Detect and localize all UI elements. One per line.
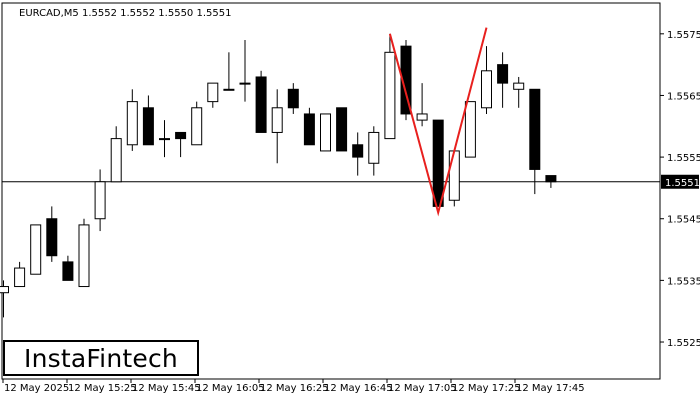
x-tick-label: 12 May 2025 [4, 383, 69, 394]
bear-candle-body [255, 76, 267, 133]
candle [94, 169, 106, 232]
y-tick-label: 1.5575 [667, 30, 700, 41]
bull-candle-body [159, 138, 170, 141]
x-tick-label: 12 May 17:05 [388, 383, 457, 394]
bear-candle-body [352, 144, 364, 158]
candle [271, 89, 283, 164]
plot-frame [1, 2, 661, 380]
bear-candle-body [545, 175, 557, 183]
candle [384, 33, 396, 140]
candle [481, 46, 492, 114]
candle [545, 175, 557, 188]
bear-candle-body [46, 218, 58, 257]
x-tick-label: 12 May 16:45 [324, 383, 393, 394]
bull-candle-body [513, 82, 525, 90]
y-tick-label: 1.5565 [667, 91, 700, 102]
x-tick-label: 12 May 15:45 [132, 383, 201, 394]
bull-candle-body [384, 51, 396, 140]
bull-candle-body [448, 150, 460, 201]
candle [400, 39, 412, 121]
y-tick-label: 1.5555 [667, 153, 700, 164]
chart-header: EURCAD,M5 1.5552 1.5552 1.5550 1.5551 [19, 8, 231, 19]
instafintech-logo: InstaFintech [3, 340, 199, 376]
candle [352, 132, 364, 176]
bull-candle-body [416, 113, 428, 121]
candle [336, 107, 348, 152]
bull-candle-body [320, 113, 331, 152]
double-bottom-pattern-line [388, 27, 488, 217]
candle [0, 280, 9, 318]
bear-candle-body [400, 45, 412, 115]
bull-candle-body [78, 224, 90, 288]
bull-candle-body [30, 224, 42, 275]
bear-candle-body [303, 113, 315, 146]
candle [416, 83, 428, 127]
candle [62, 255, 74, 281]
bear-candle-body [336, 107, 348, 152]
candle [432, 119, 444, 207]
bull-candle-body [481, 70, 492, 109]
x-tick-label: 12 May 16:25 [260, 383, 329, 394]
bull-candle-body [368, 131, 380, 164]
x-tick-label: 12 May 16:05 [196, 383, 265, 394]
bear-candle-body [529, 88, 541, 170]
bull-candle-body [110, 138, 122, 183]
candle [497, 52, 509, 108]
logo-text: InstaFintech [24, 343, 178, 373]
bear-candle-body [142, 107, 154, 146]
candle [159, 120, 170, 158]
candle [110, 126, 122, 183]
y-tick-label: 1.5535 [667, 276, 700, 287]
candle [175, 131, 187, 158]
current-price-badge [661, 174, 699, 189]
y-tick-label: 1.5545 [667, 215, 700, 226]
candle [448, 150, 460, 207]
candle [464, 101, 476, 158]
candle [46, 206, 58, 262]
bull-candle-body [0, 286, 9, 294]
candle [320, 113, 331, 152]
bull-candle-body [223, 88, 235, 91]
candle [529, 88, 541, 195]
y-tick-label: 1.5525 [667, 338, 700, 349]
bull-candle-body [271, 107, 283, 133]
bear-candle-body [62, 261, 74, 281]
candle [78, 218, 90, 288]
bull-candle-body [464, 101, 476, 158]
bull-candle-body [207, 82, 219, 103]
candle [142, 95, 154, 146]
bull-candle-body [126, 101, 138, 146]
candle [30, 224, 42, 275]
candle [191, 101, 203, 146]
candle [223, 52, 235, 91]
candle [207, 82, 219, 108]
x-tick-label: 12 May 15:25 [68, 383, 137, 394]
current-price-label: 1.5551 [665, 178, 700, 189]
candle [126, 89, 138, 151]
candle [14, 261, 26, 288]
bear-candle-body [497, 64, 509, 84]
bear-candle-body [432, 119, 444, 207]
candle [513, 76, 525, 108]
bull-candle-body [239, 82, 251, 85]
candle [368, 126, 380, 176]
bear-candle-body [287, 88, 299, 109]
x-tick-label: 12 May 17:25 [452, 383, 521, 394]
candle [239, 39, 251, 102]
candle [303, 107, 315, 146]
bull-candle-body [191, 107, 203, 146]
candle [255, 70, 267, 133]
bull-candle-body [94, 181, 106, 220]
candle [287, 83, 299, 114]
x-tick-label: 12 May 17:45 [516, 383, 585, 394]
bull-candle-body [14, 267, 26, 288]
bear-candle-body [175, 131, 187, 140]
